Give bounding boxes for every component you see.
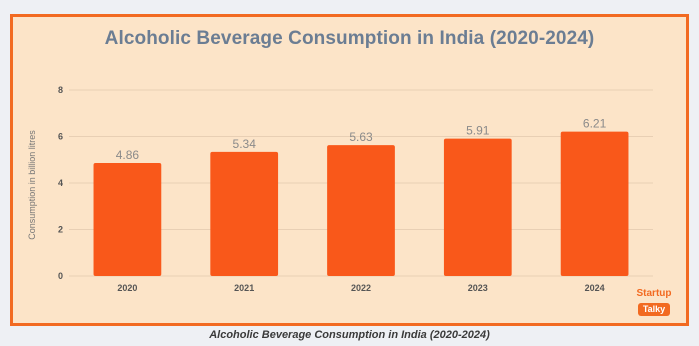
chart-frame: Alcoholic Beverage Consumption in India … bbox=[10, 14, 689, 326]
bar-2022 bbox=[327, 145, 395, 276]
bar-2023 bbox=[443, 138, 512, 276]
value-label-2020: 4.86 bbox=[116, 148, 140, 162]
y-tick-label: 0 bbox=[58, 271, 63, 281]
value-label-2021: 5.34 bbox=[233, 137, 257, 151]
y-tick-label: 8 bbox=[58, 85, 63, 95]
logo-line2: Talky bbox=[637, 303, 671, 316]
x-tick-label-2021: 2021 bbox=[234, 283, 254, 293]
value-labels: 4.86 5.34 5.63 5.91 6.21 bbox=[116, 117, 607, 162]
x-tick-label-2022: 2022 bbox=[351, 283, 371, 293]
x-axis-ticks: 2020 2021 2022 2023 2024 bbox=[117, 283, 604, 293]
bar-2020 bbox=[93, 163, 162, 276]
y-tick-label: 4 bbox=[58, 178, 63, 188]
bar-2024 bbox=[560, 131, 629, 276]
chart-title: Alcoholic Beverage Consumption in India … bbox=[104, 28, 595, 49]
y-tick-label: 2 bbox=[58, 225, 63, 235]
x-tick-label-2020: 2020 bbox=[117, 283, 137, 293]
value-label-2022: 5.63 bbox=[349, 130, 373, 144]
x-tick-label-2023: 2023 bbox=[468, 283, 488, 293]
bar-2021 bbox=[210, 151, 279, 276]
startuptalky-logo: Startup Talky bbox=[630, 288, 678, 317]
value-label-2023: 5.91 bbox=[466, 124, 490, 138]
bars bbox=[93, 131, 629, 276]
logo-line1: Startup bbox=[636, 288, 672, 299]
y-axis-ticks: 0 2 4 6 8 bbox=[58, 85, 63, 281]
y-axis-label: Consumption in billion litres bbox=[27, 130, 37, 240]
value-label-2024: 6.21 bbox=[583, 117, 607, 131]
x-tick-label-2024: 2024 bbox=[585, 283, 605, 293]
y-tick-label: 6 bbox=[58, 132, 63, 142]
image-caption: Alcoholic Beverage Consumption in India … bbox=[209, 329, 490, 341]
